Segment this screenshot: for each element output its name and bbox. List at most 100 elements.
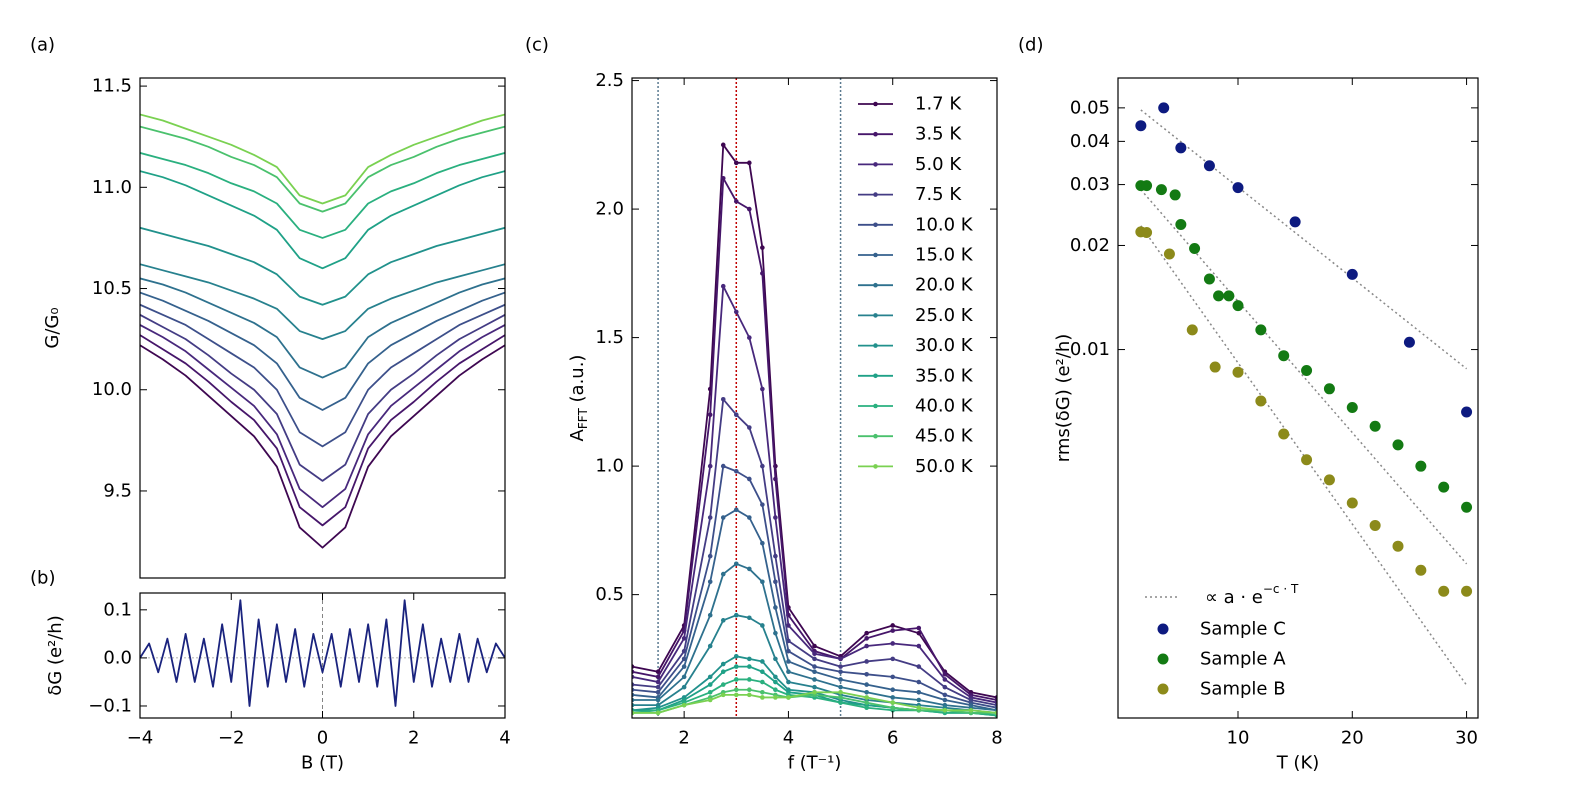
y-axis-label-main: rms(δG) (e²/h)	[1053, 334, 1074, 463]
data-point	[773, 579, 778, 585]
data-point	[812, 669, 817, 675]
data-point	[786, 669, 791, 675]
data-point	[1461, 585, 1473, 597]
data-point	[760, 245, 765, 250]
legend-label-main: ∝ a · e	[1205, 587, 1263, 608]
x-tick-label: 6	[887, 728, 898, 749]
data-point	[747, 425, 752, 430]
data-point	[890, 628, 896, 633]
data-point	[707, 674, 713, 680]
data-point	[916, 630, 922, 636]
data-point	[760, 695, 765, 700]
data-point	[655, 689, 661, 695]
data-point	[681, 684, 687, 690]
data-point	[733, 561, 739, 567]
y-axis-label-sub: FFT	[576, 408, 590, 430]
x-tick-label: 2	[408, 728, 419, 749]
data-point	[1323, 383, 1335, 395]
legend-label: 45.0 K	[915, 426, 974, 447]
series-line	[632, 691, 997, 714]
y-tick-label: 0.5	[595, 584, 624, 605]
data-point	[760, 463, 765, 469]
data-point	[1213, 290, 1225, 302]
data-point	[720, 142, 726, 148]
data-point	[655, 669, 661, 675]
data-point	[655, 710, 661, 716]
y-tick-label: 9.5	[103, 480, 132, 501]
x-tick-label: 8	[991, 728, 1002, 749]
data-point	[916, 625, 922, 631]
data-point	[760, 502, 765, 507]
data-point	[720, 175, 726, 181]
data-point	[1278, 350, 1290, 362]
data-point	[864, 643, 869, 649]
data-point	[890, 705, 896, 711]
legend-label: 35.0 K	[915, 365, 974, 386]
axes-frame	[139, 77, 506, 579]
data-point	[760, 679, 765, 685]
data-point	[1461, 406, 1473, 418]
data-point	[720, 682, 726, 687]
data-point	[812, 656, 817, 662]
data-point	[707, 515, 713, 520]
series-line	[140, 344, 505, 549]
data-point	[733, 612, 739, 618]
series-line	[140, 113, 505, 205]
legend-marker	[873, 403, 878, 409]
data-point	[916, 705, 922, 711]
data-point	[1158, 102, 1170, 114]
panel-label: (a)	[30, 35, 55, 56]
series-line	[632, 562, 997, 712]
data-point	[838, 664, 843, 669]
data-point	[760, 579, 765, 585]
data-point	[1301, 364, 1313, 376]
data-point	[812, 643, 817, 649]
series-line	[140, 263, 505, 341]
data-point	[1438, 585, 1450, 597]
data-point	[864, 682, 869, 687]
data-point	[1278, 428, 1290, 440]
data-point	[1203, 273, 1215, 285]
data-point	[1346, 268, 1358, 280]
data-point	[707, 412, 713, 418]
series-line	[140, 334, 505, 527]
data-point	[773, 679, 778, 685]
data-point	[655, 684, 661, 690]
data-point	[747, 664, 752, 669]
legend-marker	[1157, 623, 1169, 635]
data-point	[1403, 336, 1415, 348]
data-point	[1169, 189, 1181, 201]
data-point	[1232, 182, 1244, 194]
data-point	[838, 684, 843, 690]
plot-area	[632, 78, 997, 718]
legend-label: 3.5 K	[915, 124, 962, 145]
data-point	[733, 507, 739, 513]
legend-label: 50.0 K	[915, 456, 974, 477]
legend-marker	[1157, 683, 1169, 695]
data-point	[747, 615, 752, 621]
legend-marker	[873, 192, 878, 197]
data-point	[1369, 519, 1381, 531]
series-line	[632, 688, 997, 714]
y-tick-label: 0.05	[1070, 97, 1110, 118]
series-line	[140, 303, 505, 448]
data-point	[916, 679, 922, 685]
y-tick-label: 0.03	[1070, 174, 1110, 195]
legend-marker	[873, 162, 878, 167]
data-point	[773, 476, 778, 482]
y-tick-label: 0.1	[103, 599, 132, 620]
data-point	[1346, 401, 1358, 413]
data-point	[681, 674, 687, 680]
x-tick-label: −2	[218, 728, 245, 749]
data-point	[838, 656, 843, 662]
data-point	[760, 540, 765, 546]
data-point	[890, 656, 896, 662]
data-point	[773, 687, 778, 693]
series-line	[140, 314, 505, 482]
data-point	[733, 468, 739, 474]
data-point	[1189, 243, 1201, 255]
data-point	[1392, 439, 1404, 451]
series-line	[140, 324, 505, 509]
y-tick-label: 2.0	[595, 199, 624, 220]
series-line	[632, 285, 997, 704]
